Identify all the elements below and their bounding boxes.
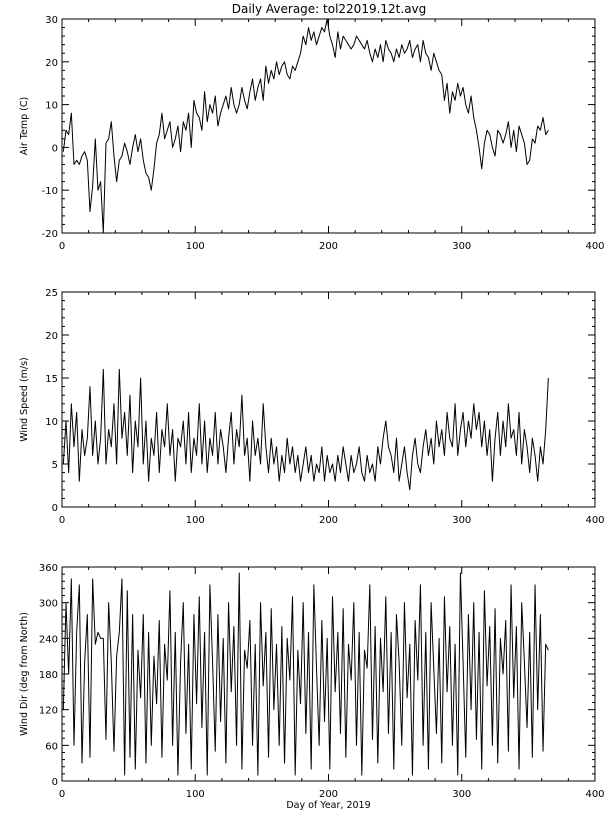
wind-dir-series-line xyxy=(62,572,549,776)
wind-speed-y-axis-label: Wind Speed (m/s) xyxy=(19,357,30,442)
wind-speed-y-tick-label: 5 xyxy=(52,460,58,471)
wind-dir-x-tick-label: 400 xyxy=(585,789,604,800)
wind-dir-y-tick-label: 180 xyxy=(39,670,58,681)
air-temp-x-tick-label: 200 xyxy=(319,241,338,252)
wind-dir-y-axis-label: Wind Dir (deg from North) xyxy=(19,612,30,736)
wind-speed-y-tick-label: 25 xyxy=(45,288,58,299)
air-temp-y-tick-label: -10 xyxy=(42,186,58,197)
wind-speed-y-tick-label: 0 xyxy=(52,503,58,514)
figure-title: Daily Average: tol22019.12t.avg xyxy=(232,2,427,16)
wind-dir-x-tick-label: 100 xyxy=(186,789,205,800)
wind-dir-x-tick-label: 0 xyxy=(59,789,65,800)
wind-speed-series-line xyxy=(62,368,549,491)
air-temp-y-tick-label: 30 xyxy=(45,15,58,26)
air-temp-x-tick-label: 0 xyxy=(59,241,65,252)
wind-dir-y-tick-label: 360 xyxy=(39,563,58,574)
wind-speed-x-tick-label: 0 xyxy=(59,515,65,526)
wind-speed-x-tick-label: 300 xyxy=(452,515,471,526)
wind-speed-y-tick-label: 20 xyxy=(45,331,58,342)
wind-speed-chart: 0 100 200 300 400 0 5 10 15 20 25 Wind Speed (m/s) xyxy=(19,288,605,526)
wind-speed-x-tick-label: 200 xyxy=(319,515,338,526)
wind-dir-y-tick-label: 0 xyxy=(52,777,58,788)
wind-dir-x-axis-label: Day of Year, 2019 xyxy=(286,800,370,811)
air-temp-y-tick-label: 10 xyxy=(45,101,58,112)
wind-dir-y-tick-label: 120 xyxy=(39,706,58,717)
wind-speed-x-tick-label: 100 xyxy=(186,515,205,526)
air-temp-y-tick-label: 20 xyxy=(45,58,58,69)
air-temp-x-tick-label: 100 xyxy=(186,241,205,252)
wind-dir-x-tick-label: 200 xyxy=(319,789,338,800)
wind-dir-chart: 0 100 200 300 400 0 60 120 180 240 300 360 Wind Dir … xyxy=(19,563,605,811)
air-temp-chart: 0 100 200 300 400 -20 -10 0 10 20 30 Air Temp (C) xyxy=(19,15,605,252)
air-temp-x-tick-label: 300 xyxy=(452,241,471,252)
air-temp-series-line xyxy=(62,18,549,234)
wind-speed-y-tick-label: 15 xyxy=(45,374,58,385)
wind-speed-plot-frame xyxy=(61,291,596,508)
wind-speed-x-tick-label: 400 xyxy=(585,515,604,526)
wind-dir-x-tick-label: 300 xyxy=(452,789,471,800)
wind-dir-y-tick-label: 300 xyxy=(39,599,58,610)
air-temp-y-axis-label: Air Temp (C) xyxy=(19,97,30,155)
wind-dir-y-tick-label: 60 xyxy=(45,741,58,752)
air-temp-y-tick-label: 0 xyxy=(52,143,58,154)
wind-speed-y-tick-label: 10 xyxy=(45,417,58,428)
wind-dir-y-tick-label: 240 xyxy=(39,634,58,645)
air-temp-x-tick-label: 400 xyxy=(585,241,604,252)
air-temp-plot-frame xyxy=(61,18,596,234)
air-temp-y-tick-label: -20 xyxy=(42,229,58,240)
